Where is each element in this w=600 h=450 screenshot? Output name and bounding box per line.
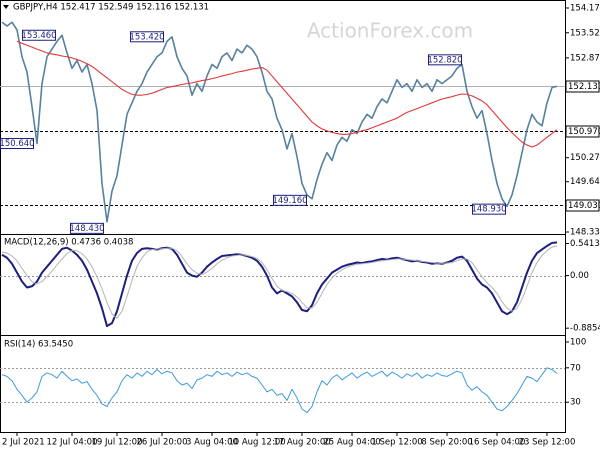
y-tick-label: 148.335: [570, 228, 600, 238]
level-label: 149.030: [568, 201, 600, 211]
annotation-label: 148.930: [471, 205, 506, 215]
annotation-label: 149.160: [272, 196, 307, 206]
series-line: [16, 40, 558, 148]
y-tick-label: -0.8854: [570, 324, 600, 334]
x-tick-label: 16 Sep 04:00: [469, 438, 526, 448]
macd-title: MACD(12,26,9) 0.4736 0.4038: [4, 238, 133, 248]
x-tick-label: 3 Aug 04:00: [186, 438, 238, 448]
level-label-box: [565, 199, 600, 212]
annotation-label: 150.640: [0, 139, 35, 149]
y-tick-label: 0.5413: [570, 239, 600, 249]
y-tick-label: 0.00: [570, 271, 589, 281]
annotation-box: [70, 222, 104, 234]
annotation-box: [472, 203, 506, 215]
x-tick-label: 23 Sep 12:00: [519, 438, 576, 448]
annotation-box: [273, 194, 307, 206]
annotation-box: [130, 31, 164, 43]
annotation-box: [22, 29, 56, 41]
x-tick-label: 12 Jul 04:00: [47, 438, 98, 448]
series-line: [1, 245, 558, 319]
annotation-label: 153.420: [129, 32, 164, 42]
y-tick-label: 152.870: [570, 53, 600, 63]
x-tick-label: 8 Sep 20:00: [421, 438, 472, 448]
annotation-label: 153.460: [21, 31, 56, 41]
x-tick-label: 1 Sep 12:00: [371, 438, 422, 448]
level-label-box: [565, 125, 600, 138]
y-tick-label: 70: [570, 363, 581, 373]
level-label: 150.970: [568, 127, 600, 137]
series-line: [1, 21, 558, 223]
x-tick-label: 10 Aug 12:00: [228, 438, 285, 448]
y-tick-label: 100: [570, 338, 586, 348]
series-line: [1, 367, 558, 414]
annotation-label: 152.820: [427, 55, 462, 65]
y-tick-label: 30: [570, 398, 581, 408]
annotation-label: 148.430: [69, 224, 104, 234]
y-tick-label: 150.270: [570, 153, 600, 163]
x-tick-label: 2 Jul 2021: [2, 438, 45, 448]
annotation-box: [428, 54, 462, 66]
watermark: ActionForex.com: [307, 19, 473, 43]
y-tick-label: 149.645: [570, 177, 600, 187]
frame: [0, 0, 566, 433]
x-tick-label: 25 Aug 04:00: [323, 438, 380, 448]
last-price-label: 152.131: [568, 82, 600, 92]
y-tick-label: 154.170: [570, 4, 600, 14]
menu-triangle: [3, 5, 9, 9]
annotation-box: [0, 138, 34, 150]
rsi-title: RSI(14) 63.5450: [4, 340, 73, 350]
last-price-box: [565, 80, 600, 93]
price-title: GBPJPY,H4 152.417 152.549 152.116 152.13…: [13, 3, 209, 13]
y-tick-label: 153.525: [570, 28, 600, 38]
x-tick-label: 17 Aug 20:00: [273, 438, 330, 448]
x-tick-label: 26 Jul 20:00: [137, 438, 188, 448]
x-tick-label: 19 Jul 12:00: [92, 438, 143, 448]
